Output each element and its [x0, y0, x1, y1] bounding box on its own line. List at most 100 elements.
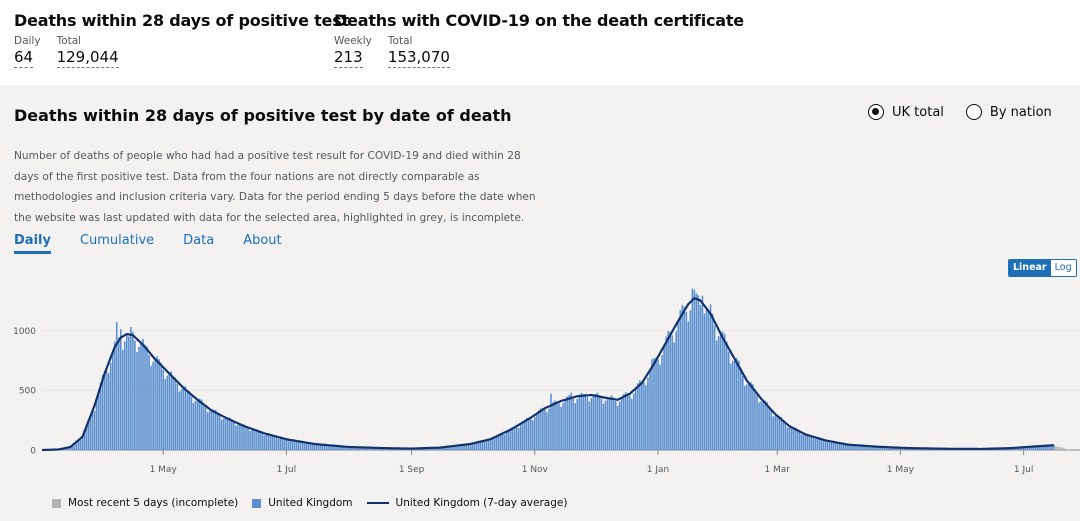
bar: [243, 424, 245, 450]
bar: [459, 445, 461, 450]
bar: [115, 322, 118, 450]
bar: [152, 361, 154, 450]
metric-total[interactable]: Total 153,070: [387, 35, 450, 68]
bar: [130, 326, 132, 450]
bar: [901, 447, 904, 450]
bar: [216, 412, 219, 450]
bar: [136, 352, 138, 450]
log-scale-button[interactable]: Log: [1050, 260, 1076, 276]
bar: [107, 373, 110, 450]
bar: [610, 395, 613, 450]
metric-value[interactable]: 129,044: [56, 48, 119, 68]
bar: [697, 295, 700, 450]
bar: [210, 410, 213, 450]
bar: [259, 431, 261, 450]
linear-scale-button[interactable]: Linear: [1009, 260, 1051, 276]
metric-label: Daily: [14, 35, 41, 47]
radio-selected-icon[interactable]: [868, 104, 884, 120]
bar: [788, 427, 791, 450]
bar: [267, 434, 270, 450]
bar: [822, 439, 825, 450]
bar: [507, 430, 510, 450]
bar: [891, 447, 894, 450]
bar: [637, 383, 639, 450]
x-tick-label: 1 Mar: [764, 465, 790, 475]
bar: [532, 420, 534, 450]
bar: [584, 393, 587, 450]
x-tick-label: 1 Nov: [522, 465, 549, 475]
bar: [893, 447, 896, 450]
tab-data[interactable]: Data: [183, 233, 215, 248]
metric-value[interactable]: 153,070: [387, 48, 450, 68]
bar: [830, 442, 833, 450]
metric-weekly[interactable]: Weekly 213: [334, 35, 372, 68]
bar: [89, 415, 92, 450]
tab-cumulative[interactable]: Cumulative: [79, 233, 155, 248]
deaths-chart: 0 500 1000 1 May 1 Jul 1 Sep 1 Nov 1 Jan 1 Mar 1 …: [13, 288, 1080, 475]
metric-daily[interactable]: Daily 64: [14, 35, 41, 68]
bar: [509, 428, 512, 450]
bar: [451, 446, 453, 450]
legend-item-uk: United Kingdom: [252, 497, 353, 509]
bar: [336, 446, 338, 450]
area-radio-group: UK total By nation: [868, 104, 1052, 120]
bar: [804, 434, 807, 450]
bar: [208, 411, 211, 450]
bar: [731, 360, 734, 450]
bar: [620, 397, 623, 450]
bar: [1012, 448, 1015, 450]
bar: [113, 341, 116, 450]
chart-axes: 0 500 1000 1 May 1 Jul 1 Sep 1 Nov 1 Jan 1 Mar 1 …: [13, 327, 1033, 475]
bar: [1047, 445, 1049, 450]
bar: [536, 413, 538, 450]
bar: [885, 447, 888, 450]
bar: [689, 310, 692, 450]
metric-value[interactable]: 64: [14, 48, 34, 68]
bar: [142, 339, 144, 450]
bar: [604, 400, 607, 450]
bar: [675, 331, 677, 450]
radio-uk-total[interactable]: UK total: [868, 104, 944, 120]
bar: [513, 426, 516, 450]
bar: [550, 393, 552, 450]
radio-label[interactable]: UK total: [892, 104, 944, 120]
metric-total[interactable]: Total 129,044: [56, 35, 119, 68]
bar: [229, 417, 231, 450]
bar: [633, 393, 635, 450]
bar: [780, 417, 783, 450]
bar: [164, 378, 166, 450]
bar: [649, 370, 651, 450]
bar: [75, 441, 78, 450]
bar: [897, 447, 900, 450]
bar: [592, 395, 595, 450]
bar: [756, 395, 758, 450]
radio-by-nation[interactable]: By nation: [965, 104, 1052, 120]
x-tick-label: 1 May: [887, 465, 915, 475]
legend-label: United Kingdom (7-day average): [395, 497, 568, 509]
bar: [342, 446, 344, 450]
metric-value[interactable]: 213: [334, 48, 363, 68]
bar: [261, 433, 263, 450]
bar: [354, 447, 356, 450]
radio-label[interactable]: By nation: [989, 104, 1052, 120]
bar: [614, 401, 617, 450]
tab-daily[interactable]: Daily: [14, 233, 51, 254]
bar: [239, 424, 241, 450]
bar: [645, 385, 647, 450]
bar: [148, 354, 150, 450]
bar: [663, 345, 665, 450]
bar: [97, 392, 100, 450]
bar: [222, 418, 225, 450]
bar: [570, 392, 572, 450]
bar: [233, 422, 235, 450]
bar: [103, 371, 106, 450]
bar: [794, 427, 797, 450]
bar: [800, 434, 803, 450]
bar: [128, 336, 130, 450]
bar: [1043, 446, 1045, 450]
radio-unselected-icon[interactable]: [965, 104, 982, 120]
bar: [863, 445, 865, 450]
bar: [277, 438, 280, 450]
tab-about[interactable]: About: [243, 233, 282, 248]
bar: [839, 442, 841, 450]
